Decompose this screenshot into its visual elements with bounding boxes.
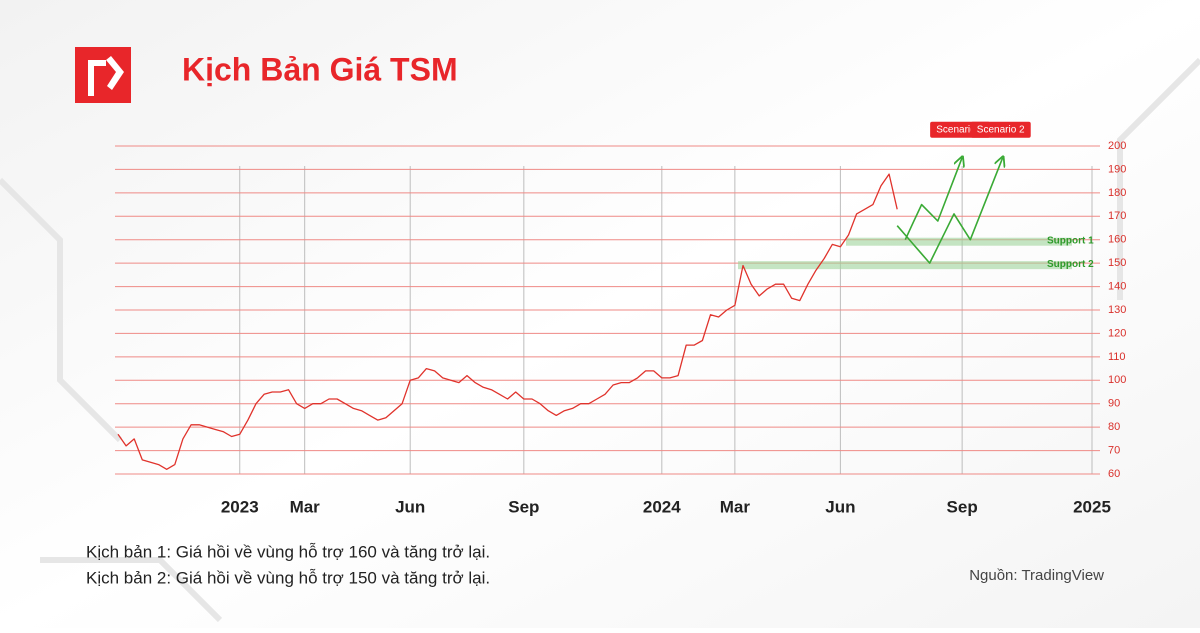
note: Kịch bản 1: Giá hồi về vùng hỗ trợ 160 v…	[86, 542, 490, 561]
y-tick-label: 100	[1108, 374, 1126, 386]
y-tick-label: 80	[1108, 421, 1120, 433]
x-tick-label: Jun	[825, 497, 855, 516]
y-tick-label: 140	[1108, 280, 1126, 292]
x-tick-label: 2023	[221, 497, 259, 516]
legend-label: Scenario 1	[936, 124, 984, 135]
y-tick-label: 90	[1108, 398, 1120, 410]
x-tick-label: Mar	[290, 497, 321, 516]
x-tick-label: Sep	[947, 497, 978, 516]
scenario-label-box	[970, 121, 1031, 138]
y-tick-label: 60	[1108, 468, 1120, 480]
y-tick-label: 70	[1108, 444, 1120, 456]
y-tick-label: 170	[1108, 210, 1126, 222]
y-tick-label: 180	[1108, 187, 1126, 199]
y-tick-label: 160	[1108, 234, 1126, 246]
source: Nguồn: TradingView	[969, 567, 1104, 584]
y-tick-label: 150	[1108, 257, 1126, 269]
x-tick-label: Sep	[508, 497, 539, 516]
y-tick-label: 120	[1108, 327, 1126, 339]
title: Kịch Bản Giá TSM	[182, 51, 458, 87]
note: Kịch bản 2: Giá hồi về vùng hỗ trợ 150 v…	[86, 568, 490, 587]
y-tick-label: 130	[1108, 304, 1126, 316]
scenario-line	[904, 158, 962, 241]
x-tick-label: Jun	[395, 497, 425, 516]
support-label: Support 2	[1047, 259, 1094, 270]
logo	[75, 47, 131, 103]
support-zone	[846, 237, 1072, 246]
support-label: Support 1	[1047, 235, 1094, 246]
support-zone	[738, 261, 1072, 270]
x-tick-label: Mar	[720, 497, 751, 516]
y-tick-label: 200	[1108, 140, 1126, 152]
x-tick-label: 2025	[1073, 497, 1111, 516]
y-tick-label: 190	[1108, 163, 1126, 175]
y-tick-label: 110	[1108, 351, 1126, 363]
legend-label: Scenario 2	[977, 124, 1025, 135]
x-tick-label: 2024	[643, 497, 681, 516]
price-line	[117, 173, 898, 470]
decoration	[0, 57, 1200, 623]
scenario-line	[896, 158, 1003, 264]
